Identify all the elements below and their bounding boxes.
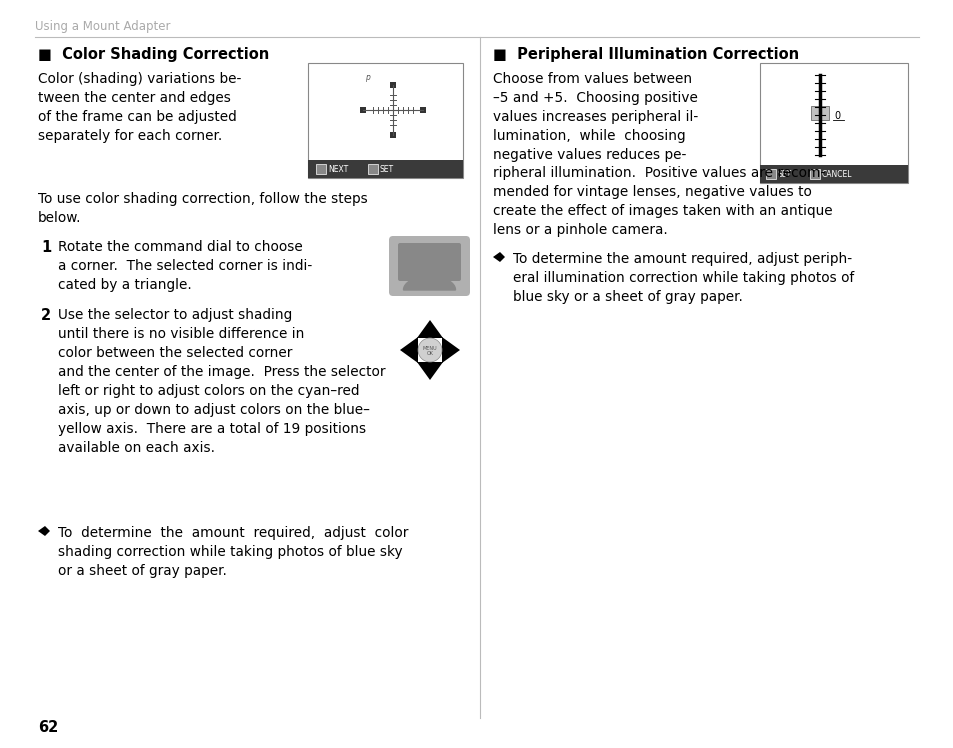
Text: color between the selected corner: color between the selected corner (58, 346, 292, 360)
Text: ■  Peripheral Illumination Correction: ■ Peripheral Illumination Correction (493, 47, 799, 62)
Polygon shape (38, 526, 50, 536)
Text: To  determine  the  amount  required,  adjust  color: To determine the amount required, adjust… (58, 526, 408, 540)
Text: tween the center and edges: tween the center and edges (38, 91, 231, 105)
Text: MENU: MENU (422, 346, 436, 351)
Text: values increases peripheral il-: values increases peripheral il- (493, 110, 698, 124)
Text: To determine the amount required, adjust periph-: To determine the amount required, adjust… (513, 252, 851, 266)
Text: or a sheet of gray paper.: or a sheet of gray paper. (58, 564, 227, 578)
Polygon shape (416, 320, 442, 338)
Polygon shape (399, 337, 417, 363)
Text: separately for each corner.: separately for each corner. (38, 129, 222, 143)
Bar (390, 132, 395, 138)
Text: SET: SET (778, 170, 791, 179)
Text: create the effect of images taken with an antique: create the effect of images taken with a… (493, 204, 832, 218)
Bar (760, 165, 907, 183)
Bar (308, 160, 462, 178)
Text: To use color shading correction, follow the steps: To use color shading correction, follow … (38, 192, 367, 206)
Polygon shape (403, 276, 455, 290)
Text: ripheral illumination.  Positive values are recom-: ripheral illumination. Positive values a… (493, 166, 824, 180)
Circle shape (417, 338, 441, 362)
Text: eral illumination correction while taking photos of: eral illumination correction while takin… (513, 271, 853, 285)
Bar (419, 107, 426, 113)
Polygon shape (441, 337, 459, 363)
Text: negative values reduces pe-: negative values reduces pe- (493, 148, 685, 162)
Text: mended for vintage lenses, negative values to: mended for vintage lenses, negative valu… (493, 185, 811, 199)
Bar (368, 164, 377, 174)
Bar (760, 63, 907, 183)
Text: lens or a pinhole camera.: lens or a pinhole camera. (493, 223, 667, 237)
Text: p: p (365, 73, 370, 82)
Polygon shape (493, 252, 504, 262)
Text: SET: SET (379, 165, 394, 174)
Text: NEXT: NEXT (328, 165, 348, 174)
Text: available on each axis.: available on each axis. (58, 441, 214, 455)
Text: ■  Color Shading Correction: ■ Color Shading Correction (38, 47, 269, 62)
Bar (359, 107, 366, 113)
Text: blue sky or a sheet of gray paper.: blue sky or a sheet of gray paper. (513, 290, 742, 304)
Text: of the frame can be adjusted: of the frame can be adjusted (38, 110, 236, 124)
FancyBboxPatch shape (397, 243, 460, 281)
Text: shading correction while taking photos of blue sky: shading correction while taking photos o… (58, 545, 402, 559)
Text: Color (shading) variations be-: Color (shading) variations be- (38, 72, 241, 86)
Text: –5 and +5.  Choosing positive: –5 and +5. Choosing positive (493, 91, 698, 105)
Bar (390, 82, 395, 88)
Text: Use the selector to adjust shading: Use the selector to adjust shading (58, 308, 292, 322)
Text: OK: OK (426, 351, 433, 355)
Text: 1: 1 (41, 240, 51, 255)
Text: lumination,  while  choosing: lumination, while choosing (493, 129, 685, 143)
Text: below.: below. (38, 211, 81, 225)
Bar (308, 63, 462, 178)
Text: yellow axis.  There are a total of 19 positions: yellow axis. There are a total of 19 pos… (58, 422, 366, 436)
Bar (765, 169, 775, 179)
Text: 2: 2 (41, 308, 51, 323)
Bar (810, 105, 828, 120)
Polygon shape (416, 362, 442, 380)
Text: axis, up or down to adjust colors on the blue–: axis, up or down to adjust colors on the… (58, 403, 370, 417)
Text: Using a Mount Adapter: Using a Mount Adapter (35, 20, 171, 33)
Text: left or right to adjust colors on the cyan–red: left or right to adjust colors on the cy… (58, 384, 359, 398)
Text: 0: 0 (833, 111, 840, 120)
Text: a corner.  The selected corner is indi-: a corner. The selected corner is indi- (58, 259, 312, 273)
Text: and the center of the image.  Press the selector: and the center of the image. Press the s… (58, 365, 385, 379)
Text: Rotate the command dial to choose: Rotate the command dial to choose (58, 240, 302, 254)
Text: Choose from values between: Choose from values between (493, 72, 691, 86)
FancyBboxPatch shape (389, 236, 470, 296)
Bar (809, 169, 820, 179)
Bar (315, 164, 326, 174)
Text: CANCEL: CANCEL (821, 170, 852, 179)
Text: 62: 62 (38, 720, 58, 735)
Text: cated by a triangle.: cated by a triangle. (58, 278, 192, 292)
Text: until there is no visible difference in: until there is no visible difference in (58, 327, 304, 341)
